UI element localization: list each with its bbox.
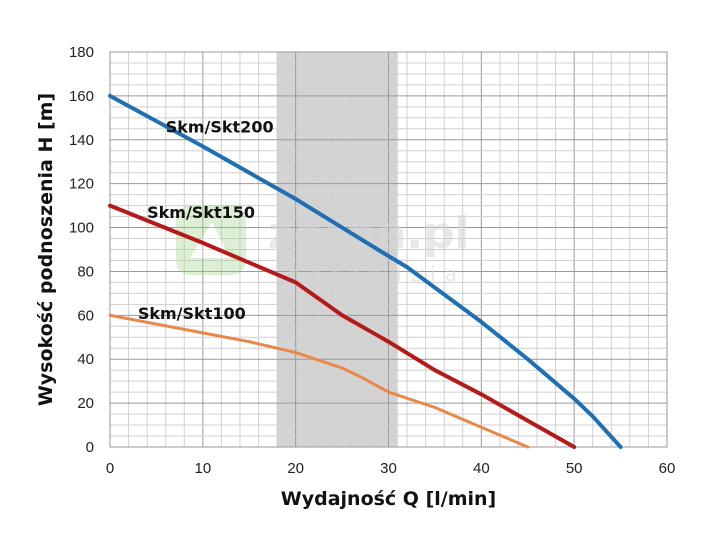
y-tick-label: 60 [77,307,94,324]
x-axis-label: Wydajność Q [l/min] [281,488,496,510]
y-tick-label: 160 [69,88,94,105]
x-tick-label: 40 [473,460,490,477]
series-line [108,93,623,449]
series-line [108,313,530,449]
y-tick-label: 100 [69,220,94,237]
y-tick-label: 140 [69,132,94,149]
x-tick-label: 20 [287,460,304,477]
watermark-sub-text: narzedzia [288,262,466,286]
y-tick-label: 20 [77,395,94,412]
series-labels: Skm/Skt200 Skm/Skt150 Skm/Skt100 [138,118,274,324]
y-tick-label: 0 [86,439,94,456]
series-line [108,203,577,449]
series-layer [108,93,623,449]
x-tick-label: 0 [106,460,114,477]
x-tick-label: 50 [566,460,583,477]
y-axis-label: Wysokość podnoszenia H [m] [35,93,57,406]
axis-layer: 0 10 20 30 40 50 60 0 20 40 60 80 100 120 140 160 180 [69,44,675,477]
series-label-skt150: Skm/Skt150 [147,203,255,222]
y-tick-label: 180 [69,44,94,61]
watermark: zerga.pl narzedzia [176,205,470,286]
x-tick-label: 60 [659,460,676,477]
series-label-skt100: Skm/Skt100 [138,304,246,323]
y-tick-label: 80 [77,263,94,280]
series-label-skt200: Skm/Skt200 [166,118,274,137]
y-tick-label: 120 [69,176,94,193]
x-tick-label: 10 [194,460,211,477]
x-tick-label: 30 [380,460,397,477]
y-tick-label: 40 [77,351,94,368]
plot-frame [109,51,668,448]
watermark-main-text: zerga.pl [268,208,470,259]
